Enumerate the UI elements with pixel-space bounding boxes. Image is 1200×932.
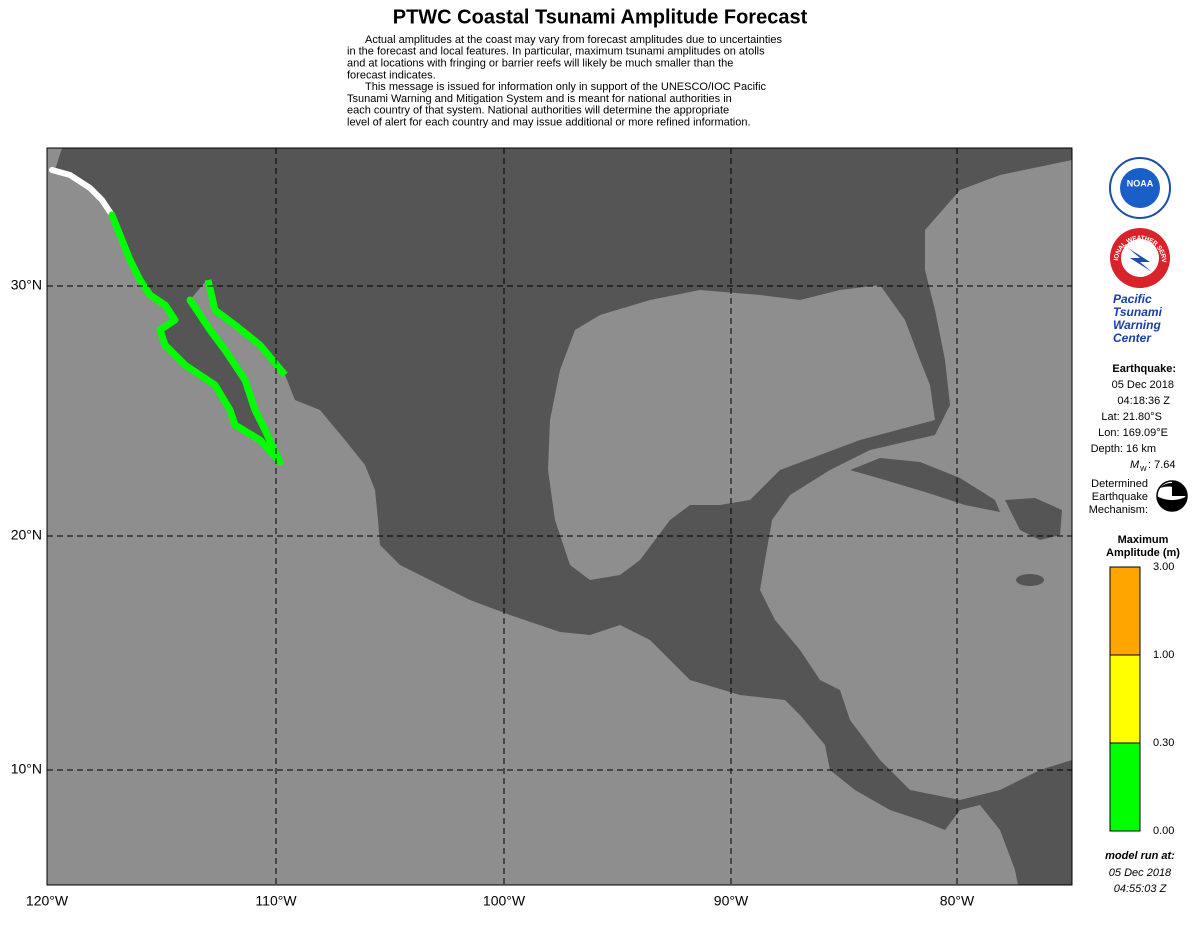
graticule bbox=[47, 148, 1072, 885]
quake-date: 05 Dec 2018 bbox=[1112, 379, 1174, 391]
disclaimer-line: Tsunami Warning and Mitigation System an… bbox=[347, 93, 732, 105]
disclaimer-line: Actual amplitudes at the coast may vary … bbox=[365, 34, 782, 46]
noaa-text: NOAA bbox=[1127, 178, 1154, 188]
cuba bbox=[850, 458, 1000, 512]
disclaimer-line: This message is issued for information o… bbox=[365, 81, 767, 93]
quake-lat: Lat: 21.80°S bbox=[1101, 411, 1162, 423]
gulf-of-mexico bbox=[548, 285, 935, 580]
lat-label: 30°N bbox=[11, 277, 42, 293]
disclaimer-line: forecast indicates. bbox=[347, 69, 436, 81]
magnitude-symbol: M bbox=[1130, 459, 1140, 471]
disclaimer: Actual amplitudes at the coast may vary … bbox=[347, 34, 782, 129]
legend-label: 1.00 bbox=[1153, 649, 1174, 661]
mechanism-label: Determined bbox=[1091, 478, 1148, 490]
quake-time: 04:18:36 Z bbox=[1117, 395, 1170, 407]
mechanism-label: Mechanism: bbox=[1089, 504, 1148, 516]
legend-label: 3.00 bbox=[1153, 561, 1174, 573]
quake-depth: Depth: 16 km bbox=[1091, 443, 1156, 455]
legend-title: Amplitude (m) bbox=[1106, 547, 1180, 559]
lon-label: 90°W bbox=[714, 893, 749, 909]
legend-label: 0.00 bbox=[1153, 825, 1174, 837]
magnitude-value: : 7.64 bbox=[1148, 459, 1176, 471]
lon-label: 120°W bbox=[26, 893, 69, 909]
model-run-label: model run at: bbox=[1105, 850, 1175, 862]
nws-bolt bbox=[1128, 248, 1152, 272]
legend-band bbox=[1109, 654, 1141, 744]
legend-label: 0.30 bbox=[1153, 737, 1174, 749]
center-name: Pacific bbox=[1113, 292, 1152, 306]
disclaimer-line: level of alert for each country and may … bbox=[347, 117, 751, 129]
map-frame bbox=[46, 147, 1073, 886]
beachball-fill bbox=[1157, 496, 1187, 511]
coast-unaffected bbox=[49, 167, 115, 218]
jamaica bbox=[1016, 574, 1044, 586]
quake-heading: Earthquake: bbox=[1112, 363, 1176, 375]
quake-lon: Lon: 169.09°E bbox=[1098, 427, 1168, 439]
mechanism-label: Earthquake bbox=[1092, 491, 1148, 503]
map: 30°N 20°N 10°N 120°W 110°W 100°W 90°W 80… bbox=[11, 147, 1073, 909]
beachball-fill bbox=[1160, 481, 1187, 500]
center-name: Center bbox=[1113, 331, 1152, 345]
legend-band bbox=[1109, 566, 1141, 656]
magnitude-subscript: W bbox=[1140, 466, 1147, 473]
title: PTWC Coastal Tsunami Amplitude Forecast bbox=[393, 6, 808, 28]
lon-label: 100°W bbox=[483, 893, 526, 909]
model-run-date: 05 Dec 2018 bbox=[1109, 867, 1172, 879]
legend-title: Maximum bbox=[1118, 534, 1169, 546]
lon-label: 80°W bbox=[940, 893, 975, 909]
legend: 3.00 1.00 0.30 0.00 bbox=[1109, 561, 1174, 837]
center-name: Tsunami bbox=[1113, 305, 1163, 319]
lat-label: 10°N bbox=[11, 761, 42, 777]
center-name: Warning bbox=[1113, 318, 1161, 332]
lon-label: 110°W bbox=[255, 893, 297, 909]
disclaimer-line: in the forecast and local features. In p… bbox=[347, 46, 765, 58]
model-run-time: 04:55:03 Z bbox=[1114, 883, 1168, 895]
legend-band bbox=[1109, 742, 1141, 832]
hispaniola bbox=[1005, 498, 1062, 540]
coast-forecast bbox=[108, 211, 284, 466]
noaa-logo-inner bbox=[1120, 168, 1160, 208]
lat-label: 20°N bbox=[11, 527, 42, 543]
disclaimer-line: and at locations with fringing or barrie… bbox=[347, 58, 733, 70]
gulf-coast-forecast bbox=[204, 279, 288, 378]
disclaimer-line: each country of that system. National au… bbox=[347, 105, 729, 117]
